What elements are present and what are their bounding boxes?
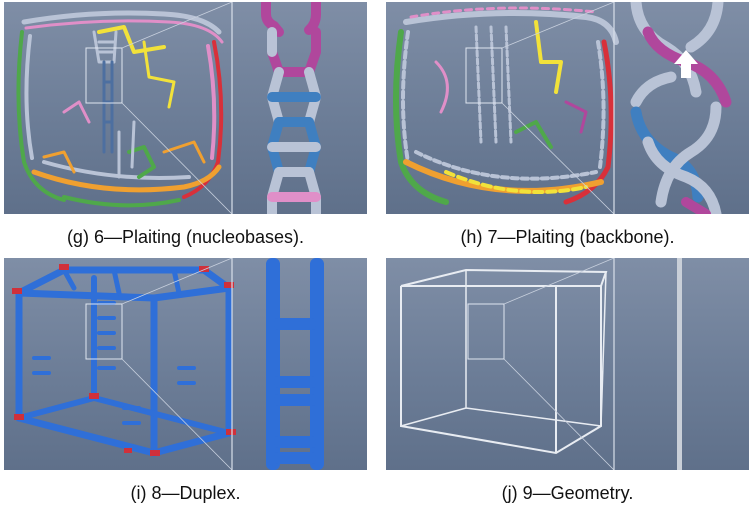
zoom-inset — [261, 2, 321, 214]
zoom-inset — [266, 258, 324, 470]
strand — [393, 29, 449, 205]
panel-h-plaiting-backbone — [386, 2, 749, 214]
panel-g-render — [16, 2, 321, 214]
geometry-edge — [400, 268, 608, 287]
strand — [24, 19, 224, 44]
strand — [564, 100, 588, 134]
rungs — [97, 301, 116, 370]
zoom-inset-rod — [677, 258, 682, 470]
zoom-box — [465, 47, 503, 104]
panel-g-caption: (g) 6—Plaiting (nucleobases). — [66, 227, 305, 247]
strand — [596, 40, 606, 169]
panel-i-caption: (i) 8—Duplex. — [130, 483, 241, 503]
strand — [182, 40, 224, 199]
strand — [127, 145, 156, 179]
strand — [31, 164, 222, 193]
duplex-caps — [12, 264, 236, 456]
strand — [142, 40, 176, 109]
strand — [117, 120, 136, 179]
zoom-box — [85, 303, 123, 360]
duplex-edge — [15, 266, 233, 297]
geometry-edge — [400, 286, 602, 455]
strand — [434, 60, 449, 114]
panel-i-duplex — [4, 258, 367, 470]
strand — [42, 160, 191, 180]
strand — [414, 150, 598, 181]
strand — [162, 140, 206, 164]
panel-j-render — [400, 258, 682, 470]
strand — [102, 60, 114, 154]
zoom-inset — [630, 2, 732, 214]
strand — [534, 20, 563, 94]
strand — [474, 25, 513, 144]
strand — [62, 195, 181, 208]
panel-h-render — [393, 2, 732, 214]
strand — [401, 30, 410, 164]
panel-h-caption: (h) 7—Plaiting (backbone). — [460, 227, 675, 247]
strand — [409, 6, 598, 19]
strand — [97, 25, 166, 54]
geometry-edge — [400, 270, 602, 427]
zoom-box — [467, 303, 505, 360]
panel-g-plaiting-nucleobases — [4, 2, 367, 214]
strand — [206, 44, 217, 160]
zoom-box — [85, 47, 123, 104]
duplex-edge — [15, 284, 233, 302]
arrow-up-icon — [674, 50, 698, 78]
geometry-edge — [600, 271, 607, 427]
strand — [16, 30, 66, 202]
strand — [42, 150, 76, 174]
panel-j-geometry — [386, 258, 749, 470]
strand — [21, 10, 222, 35]
strand — [563, 39, 614, 205]
strand — [403, 10, 619, 45]
strand — [24, 34, 34, 160]
strand — [514, 120, 553, 149]
panel-i-render — [12, 258, 324, 470]
panel-j-caption: (j) 9—Geometry. — [501, 483, 634, 503]
strand — [444, 170, 588, 194]
strand — [92, 30, 118, 64]
rungs — [32, 356, 196, 425]
strand — [62, 100, 91, 124]
